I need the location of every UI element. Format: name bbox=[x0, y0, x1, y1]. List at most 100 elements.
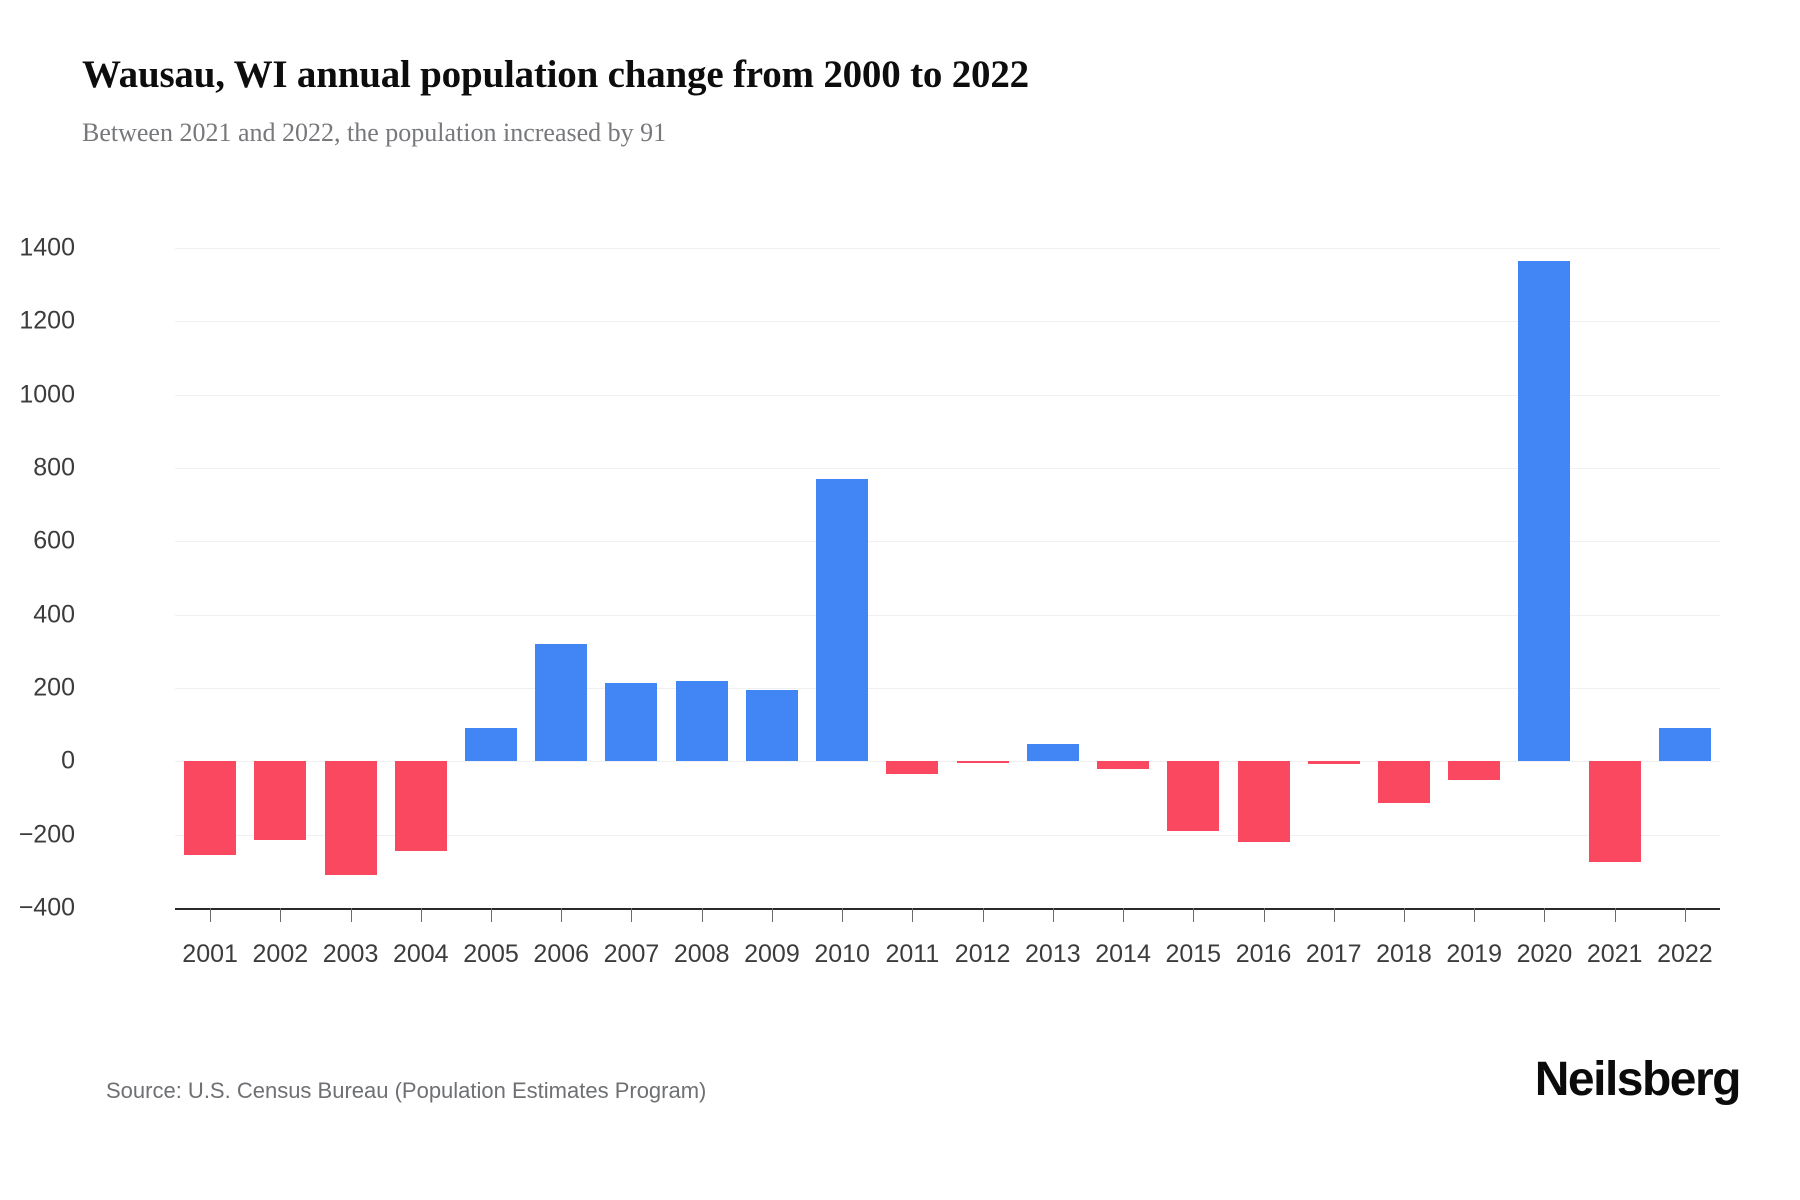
bar-2021[interactable] bbox=[1588, 761, 1641, 863]
bar-2006[interactable] bbox=[535, 644, 588, 762]
bar-slot bbox=[596, 248, 666, 908]
y-axis-tick-label: 1000 bbox=[19, 380, 75, 409]
x-axis-tick-mark bbox=[280, 908, 282, 922]
x-axis-line bbox=[175, 908, 1720, 910]
x-axis-tick-mark bbox=[912, 908, 914, 922]
bar-slot bbox=[1228, 248, 1298, 908]
y-axis-tick-label: 800 bbox=[33, 453, 75, 482]
bar-2008[interactable] bbox=[675, 680, 728, 762]
bar-2015[interactable] bbox=[1167, 761, 1220, 831]
x-axis-tick-mark bbox=[210, 908, 212, 922]
bar-2012[interactable] bbox=[956, 761, 1009, 764]
x-axis-tick-mark bbox=[1052, 908, 1054, 922]
y-axis-tick-label: 600 bbox=[33, 526, 75, 555]
plot-area: 1400 1200 1000 800 600 400 200 0 −200 −400 2001 20… bbox=[19, 234, 1720, 968]
bar-slot bbox=[1158, 248, 1228, 908]
x-axis-tick-mark bbox=[1333, 908, 1335, 922]
bar-slot bbox=[1580, 248, 1650, 908]
y-axis-tick-label: 200 bbox=[33, 673, 75, 702]
bar-2001[interactable] bbox=[184, 761, 237, 855]
bar-2022[interactable] bbox=[1658, 727, 1711, 762]
bar-2007[interactable] bbox=[605, 682, 658, 762]
bar-slot bbox=[456, 248, 526, 908]
bar-2018[interactable] bbox=[1377, 761, 1430, 804]
x-axis-tick-label: 2018 bbox=[1376, 940, 1432, 968]
bar-2002[interactable] bbox=[254, 761, 307, 841]
x-axis-tick-label: 2009 bbox=[744, 940, 800, 968]
page-subtitle: Between 2021 and 2022, the population in… bbox=[82, 118, 667, 147]
y-axis-tick-label: −200 bbox=[18, 820, 75, 849]
bar-slot bbox=[386, 248, 456, 908]
x-axis-tick-label: 2014 bbox=[1095, 940, 1151, 968]
bar-2017[interactable] bbox=[1307, 761, 1360, 765]
x-axis-tick-label: 2011 bbox=[885, 940, 940, 968]
x-axis-tick-label: 2002 bbox=[252, 940, 309, 968]
gridline bbox=[175, 541, 1720, 543]
bar-slot bbox=[1650, 248, 1720, 908]
gridline bbox=[175, 614, 1720, 616]
bar-series bbox=[175, 248, 1720, 908]
bar-slot bbox=[315, 248, 385, 908]
y-axis-tick-label: −400 bbox=[18, 893, 75, 922]
bar-2014[interactable] bbox=[1097, 761, 1150, 770]
bar-slot bbox=[807, 248, 877, 908]
bar-2009[interactable] bbox=[745, 689, 798, 762]
x-axis-tick-mark bbox=[350, 908, 352, 922]
y-axis-tick-label: 400 bbox=[33, 600, 75, 629]
bar-2005[interactable] bbox=[465, 728, 518, 762]
y-axis-tick-label: 0 bbox=[61, 746, 75, 775]
bar-2016[interactable] bbox=[1237, 761, 1290, 842]
x-axis-tick-mark bbox=[982, 908, 984, 922]
x-axis-tick-label: 2006 bbox=[533, 940, 590, 968]
x-axis-tick-mark bbox=[1474, 908, 1476, 922]
bar-2020[interactable] bbox=[1518, 260, 1571, 762]
bar-slot bbox=[175, 248, 245, 908]
x-axis-tick-label: 2005 bbox=[463, 940, 519, 968]
gridline bbox=[175, 688, 1720, 689]
x-axis-tick-label: 2001 bbox=[182, 940, 238, 968]
bar-slot bbox=[1509, 248, 1579, 908]
bar-slot bbox=[1018, 248, 1088, 908]
x-axis-tick-mark bbox=[1544, 908, 1546, 922]
x-axis-tick-label: 2004 bbox=[392, 940, 449, 968]
bar-slot bbox=[1088, 248, 1158, 908]
x-axis-tick-mark bbox=[701, 908, 703, 922]
x-axis-tick-mark bbox=[561, 908, 563, 922]
bar-2019[interactable] bbox=[1448, 761, 1501, 780]
x-axis-tick-label: 2012 bbox=[954, 940, 1011, 968]
x-axis-tick-mark bbox=[1193, 908, 1195, 922]
bar-slot bbox=[667, 248, 737, 908]
x-axis-tick-mark bbox=[842, 908, 844, 922]
x-axis-tick-label: 2022 bbox=[1657, 940, 1713, 968]
brand-logo: Neilsberg bbox=[1534, 1053, 1742, 1106]
gridline bbox=[175, 248, 1720, 249]
bar-2010[interactable] bbox=[816, 479, 869, 762]
x-axis-tick-label: 2016 bbox=[1235, 940, 1292, 968]
bar-2004[interactable] bbox=[394, 761, 447, 852]
x-axis-tick-label: 2020 bbox=[1516, 940, 1573, 968]
bar-slot bbox=[737, 248, 807, 908]
bar-slot bbox=[526, 248, 596, 908]
bar-slot bbox=[877, 248, 947, 908]
gridline bbox=[175, 394, 1720, 396]
x-axis-tick-label: 2007 bbox=[603, 940, 660, 968]
bar-2013[interactable] bbox=[1026, 744, 1079, 762]
gridline bbox=[175, 761, 1720, 763]
x-axis-tick-label: 2019 bbox=[1446, 940, 1502, 968]
y-axis-tick-label: 1400 bbox=[19, 233, 75, 262]
x-axis-tick-mark bbox=[631, 908, 633, 922]
x-axis-tick-label: 2003 bbox=[322, 940, 379, 968]
bar-slot bbox=[948, 248, 1018, 908]
x-axis-tick-label: 2008 bbox=[673, 940, 730, 968]
x-axis-tick-mark bbox=[1123, 908, 1125, 922]
y-axis-tick-label: 1200 bbox=[19, 306, 75, 335]
x-axis-tick-mark bbox=[1614, 908, 1616, 922]
x-axis-tick-label: 2015 bbox=[1165, 940, 1222, 968]
bar-2003[interactable] bbox=[324, 761, 377, 875]
gridline bbox=[175, 834, 1720, 836]
x-axis-tick-label: 2021 bbox=[1586, 940, 1643, 968]
bar-2011[interactable] bbox=[886, 761, 939, 775]
x-axis-tick-label: 2013 bbox=[1025, 940, 1081, 968]
source-note: Source: U.S. Census Bureau (Population E… bbox=[106, 1078, 707, 1103]
